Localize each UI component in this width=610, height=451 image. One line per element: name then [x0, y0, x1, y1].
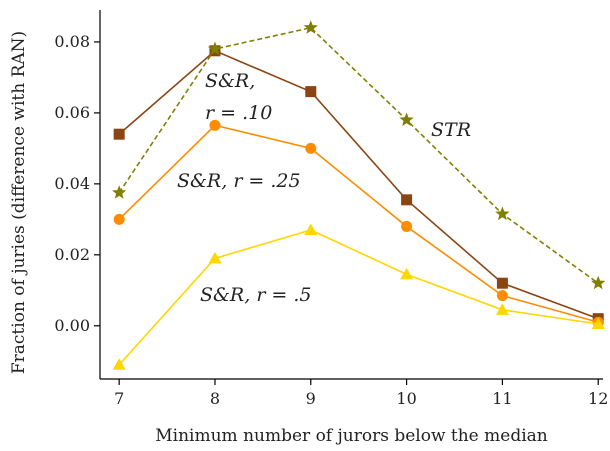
series-label: S&R,: [205, 70, 255, 92]
x-tick-label: 10: [396, 389, 416, 408]
y-tick-label: 0.04: [54, 174, 90, 193]
series-label: S&R, r = .5: [200, 284, 312, 306]
data-point: [399, 112, 414, 127]
data-point: [305, 142, 317, 154]
data-point: [495, 303, 509, 315]
data-point: [401, 194, 413, 206]
data-point: [305, 86, 317, 98]
y-axis-title: Fraction of juries (difference with RAN): [9, 31, 29, 374]
data-point: [591, 317, 605, 330]
series-line: [118, 229, 599, 366]
y-tick-label: 0.00: [54, 316, 90, 335]
data-point: [496, 290, 508, 302]
series-2: [112, 223, 605, 370]
data-point: [208, 251, 222, 264]
x-tick-label: 7: [114, 389, 124, 408]
data-point: [303, 20, 318, 34]
data-point: [496, 277, 508, 289]
y-tick-label: 0.02: [54, 245, 90, 264]
x-tick-label: 9: [306, 389, 316, 408]
data-point: [113, 213, 125, 225]
series-line: [118, 26, 599, 284]
data-point: [304, 223, 318, 235]
x-axis-title: Minimum number of jurors below the media…: [155, 426, 548, 446]
series-group: [112, 20, 606, 370]
series-line: [118, 49, 599, 320]
series-label: S&R, r = .25: [177, 170, 301, 192]
axes: 7 8 9 10 11 12 0.00 0.02 0.04 0.06 0.08: [54, 10, 608, 408]
series-1: [113, 119, 604, 328]
data-point: [591, 275, 606, 290]
series-3: [112, 20, 606, 290]
data-point: [495, 206, 510, 221]
data-point: [401, 220, 413, 232]
x-tick-label: 11: [492, 389, 512, 408]
data-point: [400, 267, 414, 280]
series-line: [118, 124, 599, 324]
series-label: STR: [431, 119, 471, 141]
data-point: [209, 119, 221, 131]
data-point: [112, 185, 127, 199]
x-tick-label: 12: [588, 389, 608, 408]
data-point: [207, 41, 223, 56]
data-point: [112, 358, 126, 370]
series-label: r = .10: [205, 102, 272, 124]
x-tick-label: 8: [210, 389, 220, 408]
y-tick-label: 0.08: [54, 32, 90, 51]
y-tick-label: 0.06: [54, 103, 90, 122]
data-point: [113, 128, 125, 140]
series-labels: S&R, r = .10 S&R, r = .25 S&R, r = .5 STR: [177, 70, 471, 306]
